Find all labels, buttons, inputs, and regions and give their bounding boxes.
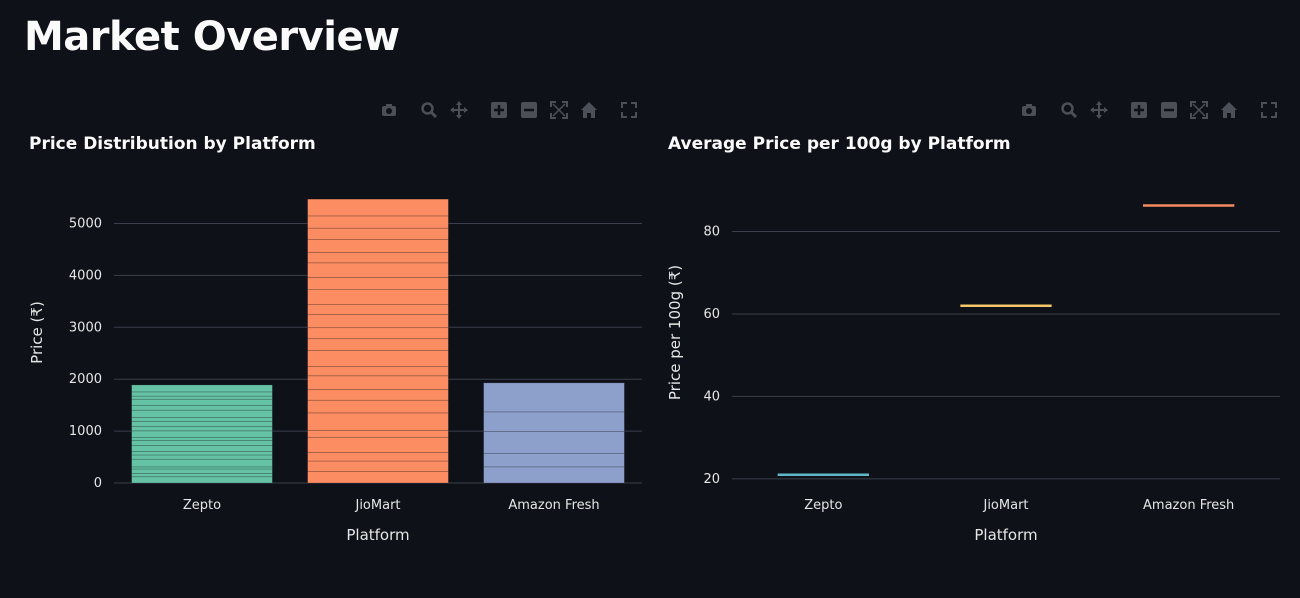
x-tick-label: JioMart [982,498,1028,513]
bar-segment [483,466,625,484]
bar-segment [131,445,273,452]
avg-price-chart: Average Price per 100g by Platform 20 40 60… [650,90,1290,590]
bar-segment [131,440,273,446]
x-tick-label: Amazon Fresh [1143,498,1234,513]
y-tick-label: 1000 [69,424,102,439]
bar-segment [131,417,273,422]
bar-segment [307,460,449,472]
fullscreen-icon[interactable] [618,99,640,121]
price-distribution-chart: Price Distribution by Platform 0 1000 2000 3… [10,90,650,590]
zoom-icon[interactable] [418,99,440,121]
bar-segment [307,436,449,453]
bar-segment [131,458,273,468]
bar-segment [307,262,449,278]
camera-icon[interactable] [1018,99,1040,121]
bar-segment [307,399,449,414]
pan-icon[interactable] [1088,99,1110,121]
page-title: Market Overview [24,14,400,60]
x-axis-title: Platform [346,526,409,544]
bar-segment [307,451,449,462]
bar-segment [307,252,449,264]
bar-segment [307,304,449,315]
bar-segment [307,429,449,438]
bar-segment [307,289,449,305]
fullscreen-icon[interactable] [1258,99,1280,121]
bar-segment [131,398,273,406]
x-tick-label: JioMart [354,498,400,513]
y-tick-label: 40 [703,389,720,404]
home-icon[interactable] [1218,99,1240,121]
bar-segment [131,473,273,478]
bar-segment [307,366,449,377]
bar-segment [131,420,273,427]
bar-segment [307,412,449,431]
bar-segment [307,215,449,229]
y-tick-label: 4000 [69,268,102,283]
zoom-in-icon[interactable] [1128,99,1150,121]
y-tick-label: 60 [703,307,720,322]
pan-icon[interactable] [448,99,470,121]
home-icon[interactable] [578,99,600,121]
bar-segment [131,476,273,484]
y-axis-title: Price per 100g (₹) [666,265,684,400]
bar-segment [131,454,273,460]
autoscale-icon[interactable] [548,99,570,121]
x-tick-label: Zepto [183,498,221,513]
bar-segment [307,338,449,351]
x-axis-title: Platform [974,526,1037,544]
bar-segment [307,198,449,217]
zoom-in-icon[interactable] [488,99,510,121]
bar-segment [307,375,449,391]
y-tick-label: 5000 [69,217,102,232]
y-axis-title: Price (₹) [28,301,46,364]
bar-segment [131,384,273,393]
bar-segment [131,466,273,470]
autoscale-icon[interactable] [1188,99,1210,121]
bar-segment [131,426,273,432]
bar-segment [307,389,449,401]
chart-modebar [1018,98,1280,122]
zoom-out-icon[interactable] [518,99,540,121]
y-tick-label: 80 [703,224,720,239]
bar-segment [131,409,273,418]
bar-segment [131,437,273,442]
y-tick-label: 3000 [69,320,102,335]
zoom-out-icon[interactable] [1158,99,1180,121]
y-tick-label: 0 [94,476,102,491]
bar-segment [483,453,625,468]
chart-modebar [378,98,640,122]
bar-segment [131,391,273,397]
bar-segment [307,314,449,329]
x-tick-label: Zepto [804,498,842,513]
bar-segment [307,239,449,253]
bar-segment [307,227,449,240]
bar-segment [131,430,273,438]
y-tick-label: 2000 [69,372,102,387]
chart-canvas: Average Price per 100g by Platform 20 40 60… [666,134,1280,544]
bar-segment [131,395,273,400]
bar-segment [131,468,273,474]
chart-title: Price Distribution by Platform [29,134,316,154]
chart-title: Average Price per 100g by Platform [668,134,1011,154]
bar-segment [307,327,449,340]
y-tick-label: 20 [703,472,720,487]
bar-segment [307,277,449,290]
bar-segment [131,451,273,456]
chart-canvas: Price Distribution by Platform 0 1000 2000 3… [28,134,642,544]
x-tick-label: Amazon Fresh [508,498,599,513]
bar-segment [131,405,273,411]
bar-segment [307,471,449,484]
camera-icon[interactable] [378,99,400,121]
bar-segment [307,350,449,367]
bar-segment [483,411,625,432]
bar-segment [483,431,625,454]
zoom-icon[interactable] [1058,99,1080,121]
bar-segment [483,382,625,413]
